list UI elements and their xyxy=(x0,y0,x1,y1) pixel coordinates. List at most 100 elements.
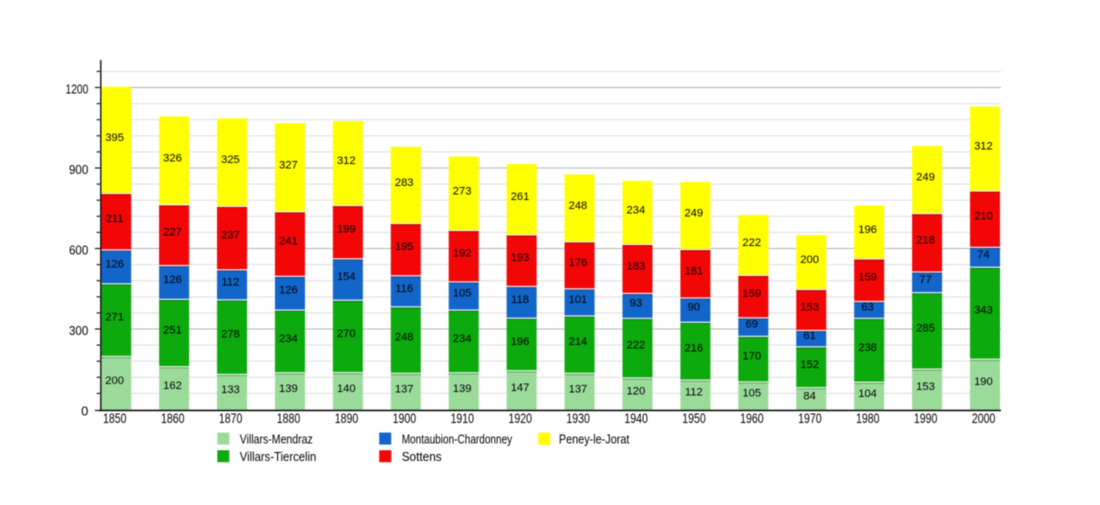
svg-text:63: 63 xyxy=(861,301,873,313)
svg-text:278: 278 xyxy=(221,329,240,341)
svg-text:900: 900 xyxy=(69,162,88,177)
svg-text:270: 270 xyxy=(337,328,356,340)
svg-text:101: 101 xyxy=(569,294,588,306)
svg-text:133: 133 xyxy=(221,384,240,396)
svg-text:193: 193 xyxy=(511,252,530,264)
svg-text:1900: 1900 xyxy=(393,411,417,426)
svg-text:249: 249 xyxy=(684,208,703,220)
svg-text:1200: 1200 xyxy=(66,81,89,96)
svg-text:200: 200 xyxy=(800,254,819,266)
svg-text:1880: 1880 xyxy=(277,411,301,426)
svg-text:192: 192 xyxy=(453,248,472,260)
svg-text:1950: 1950 xyxy=(682,411,706,426)
svg-text:0: 0 xyxy=(81,403,88,418)
svg-text:Peney-le-Jorat: Peney-le-Jorat xyxy=(559,432,630,447)
svg-text:227: 227 xyxy=(163,227,182,239)
svg-text:112: 112 xyxy=(222,276,240,288)
svg-text:69: 69 xyxy=(745,319,757,331)
svg-text:105: 105 xyxy=(742,388,761,400)
svg-text:1970: 1970 xyxy=(798,411,822,426)
svg-text:327: 327 xyxy=(279,159,298,171)
svg-text:312: 312 xyxy=(337,155,356,167)
svg-text:126: 126 xyxy=(163,274,182,286)
svg-text:Villars-Tiercelin: Villars-Tiercelin xyxy=(240,449,316,464)
svg-text:214: 214 xyxy=(569,336,588,348)
svg-text:395: 395 xyxy=(105,132,124,144)
svg-text:120: 120 xyxy=(627,386,646,398)
svg-text:118: 118 xyxy=(511,294,529,306)
svg-text:181: 181 xyxy=(684,265,703,277)
svg-text:261: 261 xyxy=(511,191,530,203)
svg-text:153: 153 xyxy=(916,381,935,393)
svg-text:74: 74 xyxy=(977,249,989,261)
svg-text:152: 152 xyxy=(800,359,819,371)
svg-text:285: 285 xyxy=(916,322,935,334)
svg-text:1980: 1980 xyxy=(856,411,880,426)
svg-text:222: 222 xyxy=(742,237,761,249)
svg-text:234: 234 xyxy=(627,204,646,216)
svg-text:190: 190 xyxy=(974,376,993,388)
svg-text:84: 84 xyxy=(803,390,815,402)
svg-text:312: 312 xyxy=(974,141,993,153)
svg-text:237: 237 xyxy=(221,230,240,242)
svg-text:Villars-Mendraz: Villars-Mendraz xyxy=(240,432,313,447)
svg-text:343: 343 xyxy=(974,305,993,317)
svg-text:159: 159 xyxy=(858,272,877,284)
svg-text:1910: 1910 xyxy=(451,411,475,426)
svg-text:126: 126 xyxy=(105,258,124,270)
svg-text:273: 273 xyxy=(453,185,472,197)
svg-text:1870: 1870 xyxy=(219,411,243,426)
svg-text:1890: 1890 xyxy=(335,411,359,426)
svg-text:210: 210 xyxy=(974,211,993,223)
svg-text:222: 222 xyxy=(627,340,646,352)
svg-text:116: 116 xyxy=(395,283,413,295)
svg-text:1930: 1930 xyxy=(566,411,590,426)
svg-text:93: 93 xyxy=(630,297,642,309)
svg-text:249: 249 xyxy=(916,172,935,184)
svg-text:90: 90 xyxy=(688,302,700,314)
svg-text:238: 238 xyxy=(858,342,877,354)
svg-text:176: 176 xyxy=(569,257,588,269)
svg-text:1940: 1940 xyxy=(624,411,648,426)
svg-text:154: 154 xyxy=(337,271,356,283)
svg-text:1860: 1860 xyxy=(161,411,185,426)
svg-text:140: 140 xyxy=(337,383,356,395)
svg-text:325: 325 xyxy=(221,154,240,166)
svg-text:234: 234 xyxy=(453,333,472,345)
svg-text:159: 159 xyxy=(742,288,761,300)
svg-text:199: 199 xyxy=(337,224,356,236)
svg-text:283: 283 xyxy=(395,177,414,189)
svg-text:271: 271 xyxy=(105,312,124,324)
svg-text:1960: 1960 xyxy=(740,411,764,426)
svg-text:61: 61 xyxy=(803,330,815,342)
svg-text:248: 248 xyxy=(569,200,588,212)
svg-text:600: 600 xyxy=(69,242,88,257)
svg-text:1920: 1920 xyxy=(508,411,532,426)
svg-text:234: 234 xyxy=(279,333,298,345)
svg-text:170: 170 xyxy=(742,351,761,363)
svg-text:200: 200 xyxy=(105,375,124,387)
svg-text:153: 153 xyxy=(800,301,819,313)
svg-text:300: 300 xyxy=(69,323,88,338)
svg-text:1990: 1990 xyxy=(914,411,938,426)
svg-text:104: 104 xyxy=(858,388,877,400)
svg-text:251: 251 xyxy=(163,325,182,337)
svg-text:147: 147 xyxy=(511,382,530,394)
svg-text:211: 211 xyxy=(106,213,124,225)
svg-text:196: 196 xyxy=(511,336,530,348)
svg-text:216: 216 xyxy=(684,343,703,355)
svg-text:112: 112 xyxy=(685,387,703,399)
svg-text:162: 162 xyxy=(163,380,182,392)
svg-text:139: 139 xyxy=(453,383,472,395)
svg-text:Sottens: Sottens xyxy=(402,449,442,464)
svg-text:139: 139 xyxy=(279,383,298,395)
svg-text:326: 326 xyxy=(163,152,182,164)
svg-text:137: 137 xyxy=(569,383,588,395)
svg-text:Montaubion-Chardonney: Montaubion-Chardonney xyxy=(402,432,513,447)
svg-text:137: 137 xyxy=(395,383,414,395)
svg-text:77: 77 xyxy=(919,274,931,286)
svg-text:183: 183 xyxy=(627,260,646,272)
svg-text:248: 248 xyxy=(395,332,414,344)
svg-text:105: 105 xyxy=(453,288,472,300)
svg-text:241: 241 xyxy=(279,235,298,247)
